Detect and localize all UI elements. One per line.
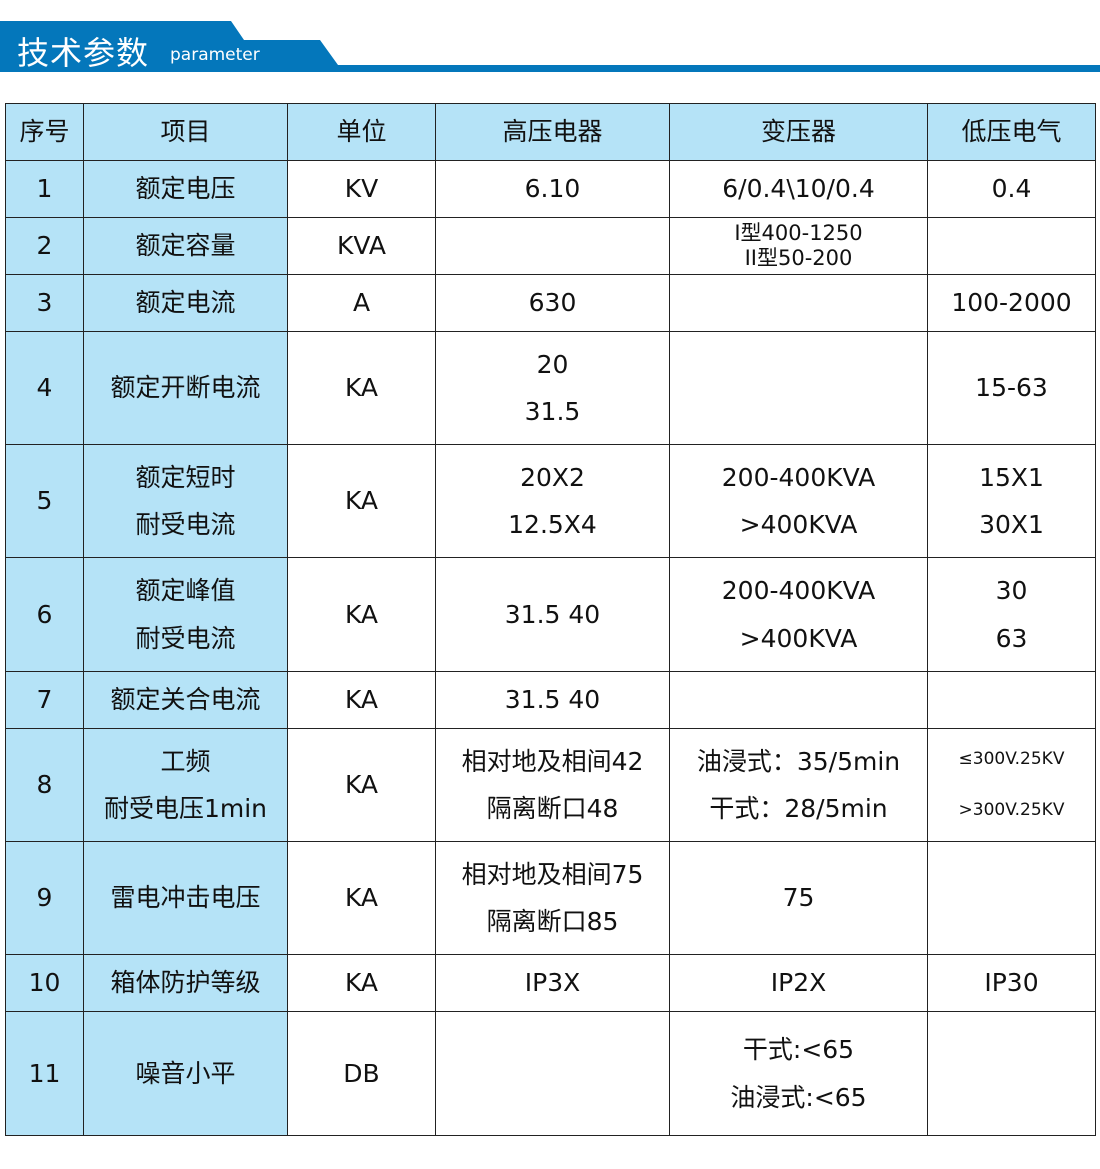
header-cell: 项目 [83,103,288,161]
cell-unit: KA [287,331,436,445]
cell-unit: KVA [287,217,436,275]
table-row: 3 额定电流 A 630 100-2000 [5,274,1096,332]
cell-item: 额定容量 [83,217,288,275]
cell-lv: ≤300V.25KV >300V.25KV [927,728,1096,842]
cell-no: 3 [5,274,84,332]
cell-unit: KA [287,444,436,558]
cell-item: 额定短时 耐受电流 [83,444,288,558]
parameter-table: 序号 项目 单位 高压电器 变压器 低压电气 1 额定电压 KV 6.10 6/0.4\… [5,103,1096,1136]
cell-item: 噪音小平 [83,1011,288,1136]
banner-shape [0,21,1100,72]
cell-hv: 相对地及相间75 隔离断口85 [435,841,670,955]
cell-tr: 6/0.4\10/0.4 [669,160,928,218]
table-row: 2 额定容量 KVA I型400-1250 II型50-200 [5,217,1096,275]
table-row: 11 噪音小平 DB 干式:<65 油浸式:<65 [5,1011,1096,1136]
table-row: 10 箱体防护等级 KA IP3X IP2X IP30 [5,954,1096,1012]
table-row: 7 额定关合电流 KA 31.5 40 [5,671,1096,729]
cell-tr: 75 [669,841,928,955]
cell-unit: KA [287,671,436,729]
cell-tr [669,274,928,332]
cell-unit: KA [287,557,436,672]
header-cell: 单位 [287,103,436,161]
cell-no: 5 [5,444,84,558]
cell-no: 8 [5,728,84,842]
cell-unit: KA [287,841,436,955]
cell-lv: 0.4 [927,160,1096,218]
cell-lv: 15-63 [927,331,1096,445]
cell-lv [927,1011,1096,1136]
cell-lv [927,217,1096,275]
section-subtitle: parameter [170,45,260,65]
table-row: 9 雷电冲击电压 KA 相对地及相间75 隔离断口85 75 [5,841,1096,955]
cell-hv: IP3X [435,954,670,1012]
cell-lv [927,671,1096,729]
table-header-row: 序号 项目 单位 高压电器 变压器 低压电气 [5,103,1096,161]
cell-hv: 31.5 40 [435,557,670,672]
cell-lv: 100-2000 [927,274,1096,332]
cell-hv: 630 [435,274,670,332]
section-title: 技术参数 [17,34,150,72]
cell-lv: 30 63 [927,557,1096,672]
cell-hv: 31.5 40 [435,671,670,729]
cell-item: 额定开断电流 [83,331,288,445]
cell-no: 9 [5,841,84,955]
cell-tr: IP2X [669,954,928,1012]
cell-tr [669,671,928,729]
cell-unit: KV [287,160,436,218]
header-cell: 变压器 [669,103,928,161]
section-banner: 技术参数 parameter [0,0,1100,75]
cell-no: 10 [5,954,84,1012]
cell-no: 1 [5,160,84,218]
cell-item: 雷电冲击电压 [83,841,288,955]
cell-no: 2 [5,217,84,275]
cell-hv: 相对地及相间42 隔离断口48 [435,728,670,842]
cell-hv: 20 31.5 [435,331,670,445]
cell-hv: 20X2 12.5X4 [435,444,670,558]
table-row: 5 额定短时 耐受电流 KA 20X2 12.5X4 200-400KVA >400KV… [5,444,1096,558]
table-row: 4 额定开断电流 KA 20 31.5 15-63 [5,331,1096,445]
cell-tr: 200-400KVA >400KVA [669,444,928,558]
cell-no: 7 [5,671,84,729]
cell-tr: 干式:<65 油浸式:<65 [669,1011,928,1136]
cell-tr: 200-400KVA >400KVA [669,557,928,672]
cell-tr: I型400-1250 II型50-200 [669,217,928,275]
cell-no: 6 [5,557,84,672]
cell-unit: DB [287,1011,436,1136]
cell-item: 额定关合电流 [83,671,288,729]
cell-hv: 6.10 [435,160,670,218]
cell-item: 箱体防护等级 [83,954,288,1012]
header-cell: 高压电器 [435,103,670,161]
cell-no: 4 [5,331,84,445]
cell-item: 工频 耐受电压1min [83,728,288,842]
cell-no: 11 [5,1011,84,1136]
cell-hv [435,1011,670,1136]
table-row: 6 额定峰值 耐受电流 KA 31.5 40 200-400KVA >400KVA 30 … [5,557,1096,672]
cell-hv [435,217,670,275]
cell-item: 额定电流 [83,274,288,332]
cell-item: 额定电压 [83,160,288,218]
cell-lv: 15X1 30X1 [927,444,1096,558]
cell-tr: 油浸式：35/5min 干式：28/5min [669,728,928,842]
cell-unit: KA [287,728,436,842]
cell-lv [927,841,1096,955]
header-cell: 低压电气 [927,103,1096,161]
header-cell: 序号 [5,103,84,161]
table-row: 8 工频 耐受电压1min KA 相对地及相间42 隔离断口48 油浸式：35/5min… [5,728,1096,842]
cell-tr [669,331,928,445]
cell-lv: IP30 [927,954,1096,1012]
table-row: 1 额定电压 KV 6.10 6/0.4\10/0.4 0.4 [5,160,1096,218]
cell-unit: A [287,274,436,332]
cell-item: 额定峰值 耐受电流 [83,557,288,672]
cell-unit: KA [287,954,436,1012]
